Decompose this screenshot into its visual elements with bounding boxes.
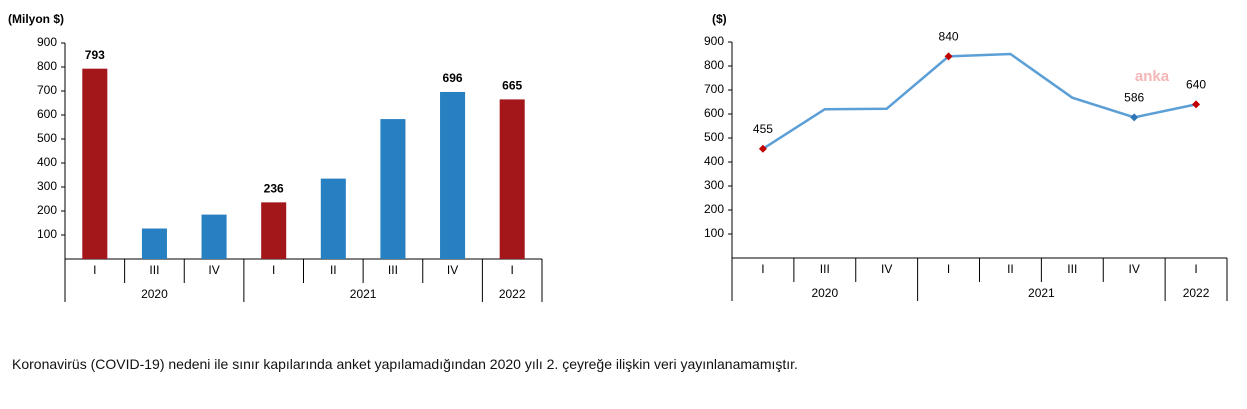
marker [944,52,953,61]
x-tick-label: III [820,262,830,276]
y-tick-label: 200 [37,203,57,217]
watermark: anka [1135,68,1170,85]
marker [758,144,767,153]
bar [201,214,227,259]
x-group-label: 2021 [1028,286,1055,300]
x-tick-label: III [388,263,398,277]
bar [440,91,466,260]
bar [320,178,346,259]
bar [499,99,525,260]
x-tick-label: III [149,263,159,277]
y-tick-label: 300 [704,178,724,192]
y-tick-label: 100 [704,226,724,240]
marker [1130,113,1139,122]
x-group-label: 2022 [499,287,526,301]
y-tick-label: 500 [37,131,57,145]
x-tick-label: IV [208,263,219,277]
x-tick-label: II [330,263,337,277]
x-tick-label: I [511,263,514,277]
x-tick-label: I [1194,262,1197,276]
footnote: Koronavirüs (COVID-19) nedeni ile sınır … [12,356,798,372]
x-tick-label: III [1067,262,1077,276]
bar [261,202,287,259]
y-tick-label: 800 [37,59,57,73]
y-tick-label: 900 [704,34,724,48]
x-tick-label: II [1007,262,1014,276]
y-tick-label: 800 [704,58,724,72]
y-axis-label: ($) [712,12,727,26]
bar [380,119,406,259]
y-tick-label: 600 [704,106,724,120]
y-tick-label: 100 [37,227,57,241]
x-group-label: 2022 [1183,286,1210,300]
x-group-label: 2020 [141,287,168,301]
value-label: 696 [443,71,463,85]
bar [141,228,167,259]
y-tick-label: 400 [704,154,724,168]
y-axis-label: (Milyon $) [8,12,64,26]
x-tick-label: I [761,262,764,276]
x-tick-label: IV [447,263,458,277]
y-tick-label: 200 [704,202,724,216]
x-tick-label: I [947,262,950,276]
line [762,52,1197,150]
value-label: 236 [264,182,284,196]
value-label: 640 [1186,78,1206,92]
y-tick-label: 600 [37,107,57,121]
value-label: 793 [85,48,105,62]
y-tick-label: 700 [37,83,57,97]
x-tick-label: IV [881,262,892,276]
y-tick-label: 300 [37,179,57,193]
y-tick-label: 400 [37,155,57,169]
x-tick-label: I [272,263,275,277]
x-group-label: 2020 [811,286,838,300]
value-label: 665 [502,79,522,93]
charts: anka (Milyon $) 100 200 300 400 500 600 700 800 9… [8,12,1228,302]
y-tick-label: 500 [704,130,724,144]
value-label: 840 [939,30,959,44]
value-label: 586 [1124,91,1144,105]
x-group-label: 2021 [350,287,377,301]
x-tick-label: IV [1129,262,1140,276]
x-tick-label: I [93,263,96,277]
y-tick-label: 900 [37,35,57,49]
value-label: 455 [753,122,773,136]
bar [82,68,108,260]
y-tick-label: 700 [704,82,724,96]
marker [1192,100,1201,109]
